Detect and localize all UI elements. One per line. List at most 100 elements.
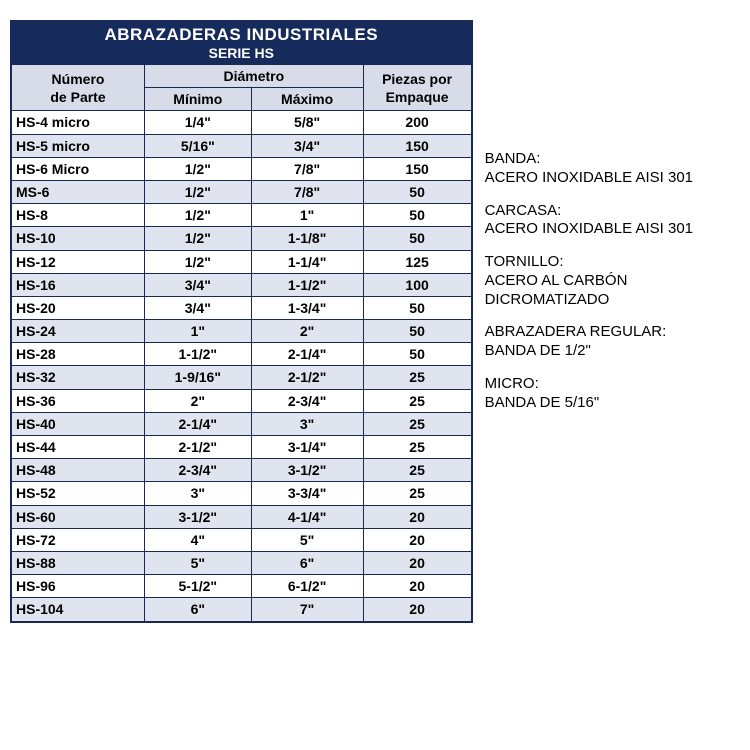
cell-max: 4-1/4": [251, 505, 363, 528]
cell-pack: 50: [363, 204, 471, 227]
cell-max: 2-1/4": [251, 343, 363, 366]
cell-max: 7": [251, 598, 363, 621]
table-title-sub: SERIE HS: [11, 45, 472, 61]
table-row: MS-61/2"7/8"50: [12, 180, 472, 203]
cell-pack: 150: [363, 134, 471, 157]
side-specs: BANDA:ACERO INOXIDABLE AISI 301CARCASA:A…: [485, 20, 740, 426]
cell-pack: 20: [363, 505, 471, 528]
cell-part: HS-24: [12, 320, 145, 343]
header-max: Máximo: [251, 88, 363, 111]
cell-pack: 200: [363, 111, 471, 134]
table-row: HS-203/4"1-3/4"50: [12, 296, 472, 319]
side-spec-group: TORNILLO:ACERO AL CARBÓN DICROMATIZADO: [485, 253, 740, 309]
cell-pack: 50: [363, 343, 471, 366]
side-spec-value: ACERO INOXIDABLE AISI 301: [485, 169, 740, 188]
cell-pack: 50: [363, 296, 471, 319]
specs-table: Número de Parte Diámetro Piezas por Empa…: [11, 64, 472, 622]
table-title-block: ABRAZADERAS INDUSTRIALES SERIE HS: [11, 21, 472, 64]
cell-pack: 50: [363, 320, 471, 343]
cell-min: 1-9/16": [145, 366, 252, 389]
table-head: Número de Parte Diámetro Piezas por Empa…: [12, 65, 472, 111]
table-body: HS-4 micro1/4"5/8"200HS-5 micro5/16"3/4"…: [12, 111, 472, 621]
cell-max: 1-1/2": [251, 273, 363, 296]
cell-pack: 20: [363, 575, 471, 598]
cell-min: 1/2": [145, 250, 252, 273]
table-row: HS-241"2"50: [12, 320, 472, 343]
side-spec-label: ABRAZADERA REGULAR:: [485, 323, 740, 342]
table-row: HS-5 micro5/16"3/4"150: [12, 134, 472, 157]
page-wrap: ABRAZADERAS INDUSTRIALES SERIE HS Número…: [10, 20, 740, 623]
cell-min: 1-1/2": [145, 343, 252, 366]
table-row: HS-603-1/2"4-1/4"20: [12, 505, 472, 528]
header-pack: Piezas por Empaque: [363, 65, 471, 111]
cell-min: 4": [145, 528, 252, 551]
cell-min: 1/2": [145, 227, 252, 250]
cell-max: 1": [251, 204, 363, 227]
cell-max: 3-3/4": [251, 482, 363, 505]
cell-min: 5": [145, 551, 252, 574]
cell-min: 3/4": [145, 273, 252, 296]
cell-part: HS-16: [12, 273, 145, 296]
cell-max: 5": [251, 528, 363, 551]
cell-min: 5-1/2": [145, 575, 252, 598]
cell-part: HS-48: [12, 459, 145, 482]
cell-max: 3": [251, 412, 363, 435]
cell-part: HS-8: [12, 204, 145, 227]
cell-part: HS-36: [12, 389, 145, 412]
table-container: ABRAZADERAS INDUSTRIALES SERIE HS Número…: [10, 20, 473, 623]
cell-pack: 150: [363, 157, 471, 180]
side-spec-group: ABRAZADERA REGULAR:BANDA DE 1/2": [485, 323, 740, 361]
side-spec-group: MICRO:BANDA DE 5/16": [485, 375, 740, 413]
side-spec-label: MICRO:: [485, 375, 740, 394]
table-row: HS-1046"7"20: [12, 598, 472, 621]
side-spec-label: BANDA:: [485, 150, 740, 169]
cell-max: 7/8": [251, 180, 363, 203]
cell-min: 3/4": [145, 296, 252, 319]
cell-part: HS-40: [12, 412, 145, 435]
header-part: Número de Parte: [12, 65, 145, 111]
table-row: HS-402-1/4"3"25: [12, 412, 472, 435]
table-title-main: ABRAZADERAS INDUSTRIALES: [11, 25, 472, 45]
cell-min: 1/2": [145, 157, 252, 180]
cell-pack: 50: [363, 180, 471, 203]
cell-max: 6": [251, 551, 363, 574]
table-row: HS-885"6"20: [12, 551, 472, 574]
table-row: HS-121/2"1-1/4"125: [12, 250, 472, 273]
cell-min: 2": [145, 389, 252, 412]
side-spec-label: CARCASA:: [485, 202, 740, 221]
table-row: HS-101/2"1-1/8"50: [12, 227, 472, 250]
cell-pack: 20: [363, 551, 471, 574]
cell-part: HS-44: [12, 436, 145, 459]
table-row: HS-724"5"20: [12, 528, 472, 551]
table-row: HS-442-1/2"3-1/4"25: [12, 436, 472, 459]
cell-max: 3-1/2": [251, 459, 363, 482]
header-diameter: Diámetro: [145, 65, 364, 88]
table-row: HS-163/4"1-1/2"100: [12, 273, 472, 296]
cell-part: HS-88: [12, 551, 145, 574]
cell-part: HS-52: [12, 482, 145, 505]
cell-pack: 125: [363, 250, 471, 273]
cell-part: HS-32: [12, 366, 145, 389]
cell-pack: 20: [363, 598, 471, 621]
cell-max: 2-3/4": [251, 389, 363, 412]
table-row: HS-362"2-3/4"25: [12, 389, 472, 412]
cell-pack: 25: [363, 412, 471, 435]
cell-pack: 25: [363, 389, 471, 412]
cell-part: HS-10: [12, 227, 145, 250]
header-pack-line2: Empaque: [386, 89, 449, 105]
cell-part: HS-28: [12, 343, 145, 366]
side-spec-value: BANDA DE 5/16": [485, 394, 740, 413]
side-spec-label: TORNILLO:: [485, 253, 740, 272]
cell-pack: 20: [363, 528, 471, 551]
cell-max: 6-1/2": [251, 575, 363, 598]
cell-max: 2": [251, 320, 363, 343]
header-min: Mínimo: [145, 88, 252, 111]
cell-max: 3-1/4": [251, 436, 363, 459]
side-spec-group: BANDA:ACERO INOXIDABLE AISI 301: [485, 150, 740, 188]
cell-min: 2-1/4": [145, 412, 252, 435]
side-spec-value: ACERO INOXIDABLE AISI 301: [485, 220, 740, 239]
cell-min: 3": [145, 482, 252, 505]
cell-max: 1-3/4": [251, 296, 363, 319]
cell-max: 2-1/2": [251, 366, 363, 389]
table-row: HS-81/2"1"50: [12, 204, 472, 227]
